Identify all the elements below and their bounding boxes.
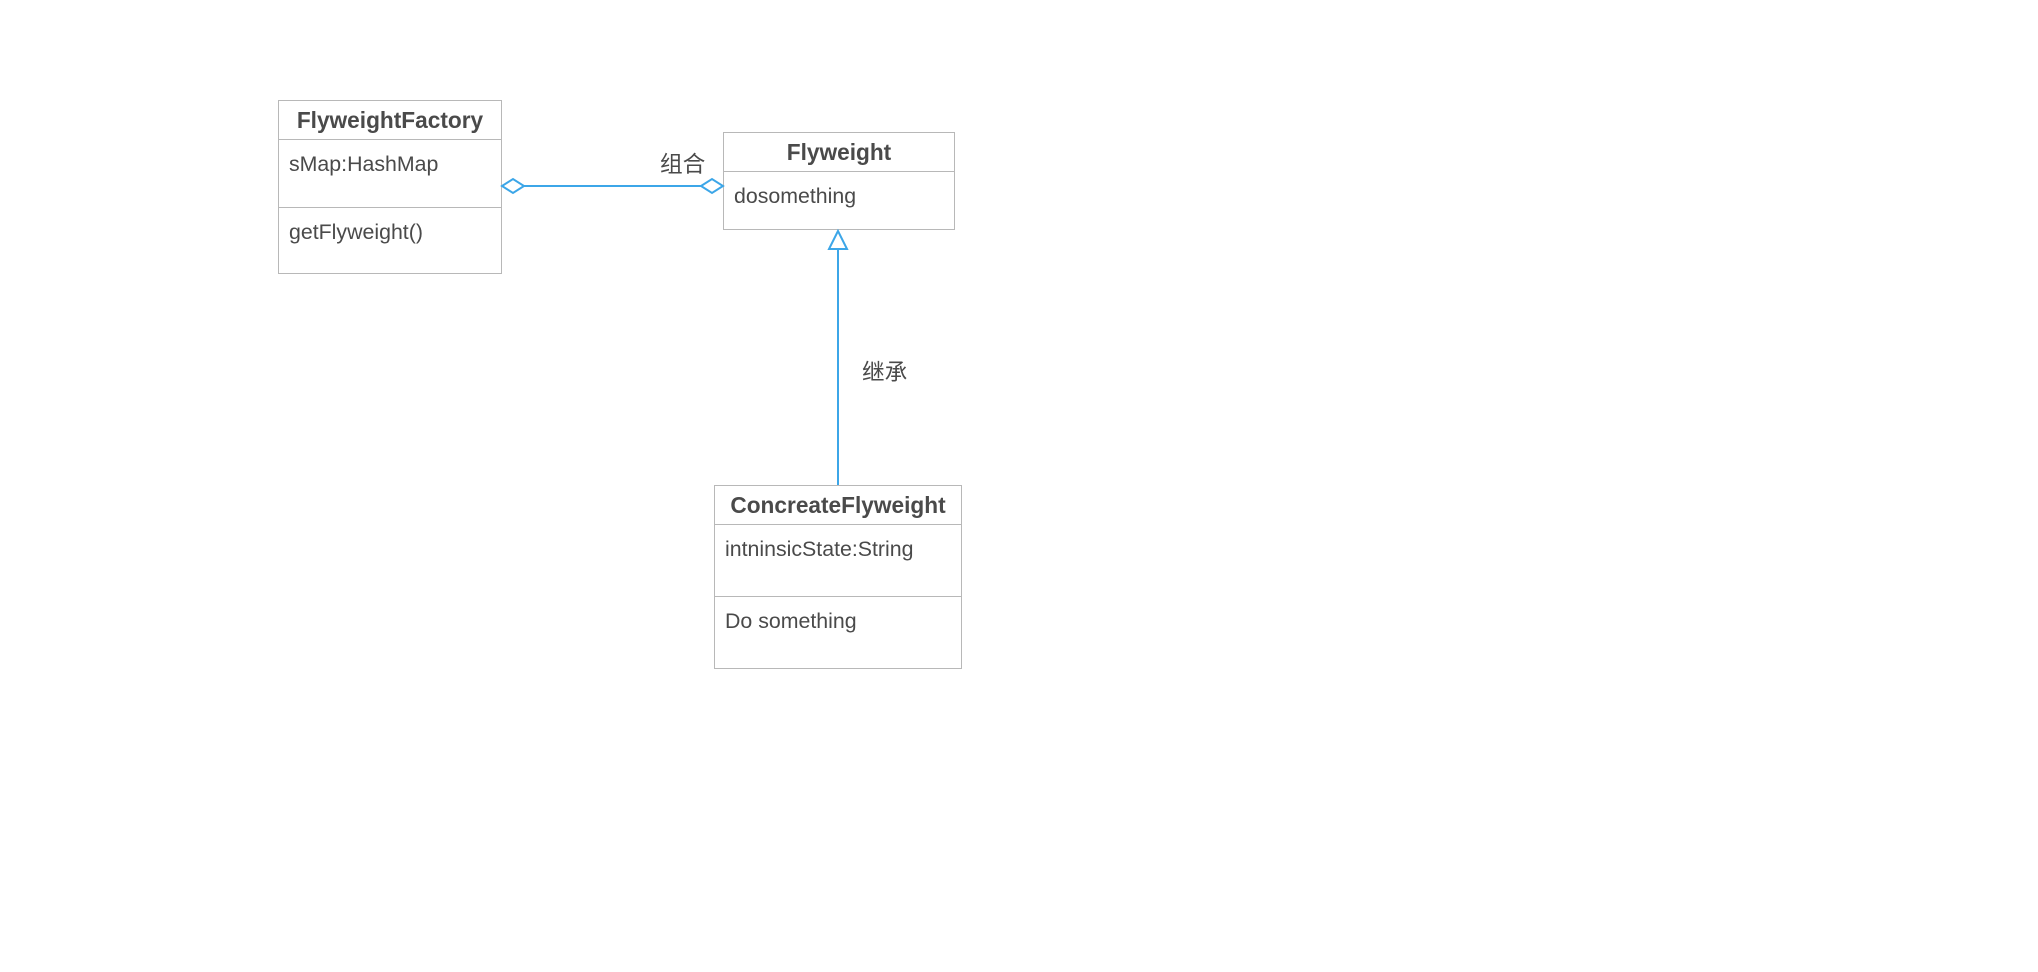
uml-class-flyweight-factory: FlyweightFactory sMap:HashMap getFlyweig… bbox=[278, 100, 502, 274]
class-title: Flyweight bbox=[723, 132, 955, 172]
class-attribute: intninsicState:String bbox=[714, 525, 962, 597]
aggregation-edge bbox=[502, 179, 723, 193]
class-attribute: dosomething bbox=[723, 172, 955, 230]
class-method: getFlyweight() bbox=[278, 208, 502, 274]
class-title: ConcreateFlyweight bbox=[714, 485, 962, 525]
edge-label-aggregation: 组合 bbox=[660, 146, 705, 179]
uml-class-flyweight: Flyweight dosomething bbox=[723, 132, 955, 230]
class-method: Do something bbox=[714, 597, 962, 669]
edge-label-inheritance: 继承 bbox=[862, 354, 907, 387]
class-title: FlyweightFactory bbox=[278, 100, 502, 140]
inheritance-edge bbox=[829, 231, 847, 485]
uml-class-concreate-flyweight: ConcreateFlyweight intninsicState:String… bbox=[714, 485, 962, 669]
class-attribute: sMap:HashMap bbox=[278, 140, 502, 208]
